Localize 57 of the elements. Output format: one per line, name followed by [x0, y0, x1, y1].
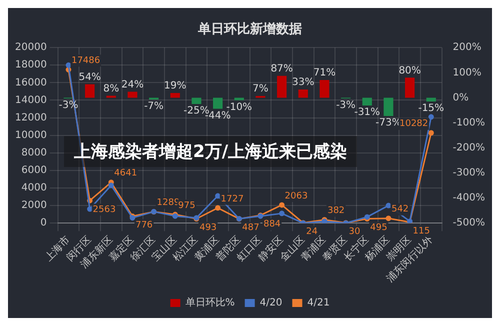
data-label: 884: [263, 220, 281, 230]
data-label: 975: [178, 200, 196, 211]
y-tick-label: 4000: [21, 182, 47, 194]
y2-tick-label: -300%: [452, 168, 486, 179]
y2-tick-label: 200%: [452, 42, 482, 54]
y-tick-label: 10000: [15, 130, 47, 141]
y-tick-label: 8000: [21, 147, 47, 158]
data-label: -73%: [376, 118, 402, 129]
data-label: 4641: [114, 168, 138, 179]
data-label: -31%: [354, 107, 380, 118]
data-label: -7%: [144, 101, 164, 112]
data-label: 487: [242, 223, 260, 234]
data-label: 19%: [164, 80, 186, 92]
data-label: 54%: [78, 72, 101, 83]
data-label: 30: [348, 227, 361, 238]
y2-tick-label: -400%: [452, 192, 486, 204]
y2-tick-label: 0%: [452, 92, 469, 104]
data-label: -10%: [226, 102, 252, 113]
y-tick-label: 18000: [15, 60, 47, 71]
legend-label: 4/20: [260, 298, 282, 309]
data-label: -3%: [336, 100, 356, 112]
legend-label: 4/21: [307, 298, 330, 309]
data-label: 24%: [121, 79, 144, 90]
data-label: -15%: [418, 103, 444, 114]
data-label: 495: [370, 223, 388, 234]
y-tick-label: 2000: [21, 200, 47, 212]
y2-tick-label: -500%: [452, 218, 486, 229]
y-tick-label: 20000: [15, 42, 47, 54]
y2-tick-label: -100%: [452, 117, 486, 128]
chart-title: 单日环比新增数据: [197, 21, 302, 38]
data-label: 71%: [313, 68, 336, 79]
data-label: 493: [199, 223, 217, 234]
y2-tick-label: 100%: [452, 67, 482, 78]
data-label: 776: [135, 220, 153, 231]
data-label: 1289: [156, 198, 180, 208]
data-label: 115: [412, 226, 430, 236]
y-tick-label: 0: [40, 218, 47, 229]
annotation: 上海感染者增超2万/上海近来已感染: [64, 136, 358, 167]
y-tick-label: 12000: [15, 112, 47, 124]
y-tick-label: 16000: [15, 77, 47, 88]
y-tick-label: 14000: [15, 94, 47, 106]
data-label: 87%: [270, 64, 293, 75]
data-label: 382: [327, 206, 345, 216]
legend-label: 单日环比%: [185, 296, 235, 309]
y2-tick-label: -200%: [452, 142, 486, 154]
data-label: 1727: [220, 194, 244, 204]
data-label: 10282: [400, 119, 428, 130]
data-label: 7%: [252, 84, 268, 95]
data-label: 8%: [103, 83, 120, 94]
data-label: 17486: [71, 56, 100, 66]
data-label: 80%: [398, 65, 421, 76]
y-tick-label: 6000: [21, 165, 47, 176]
data-label: 2563: [92, 204, 116, 215]
data-label: 542: [391, 204, 409, 215]
data-label: 33%: [292, 77, 314, 88]
data-label: 24: [306, 227, 318, 238]
data-label: 2063: [284, 191, 308, 202]
